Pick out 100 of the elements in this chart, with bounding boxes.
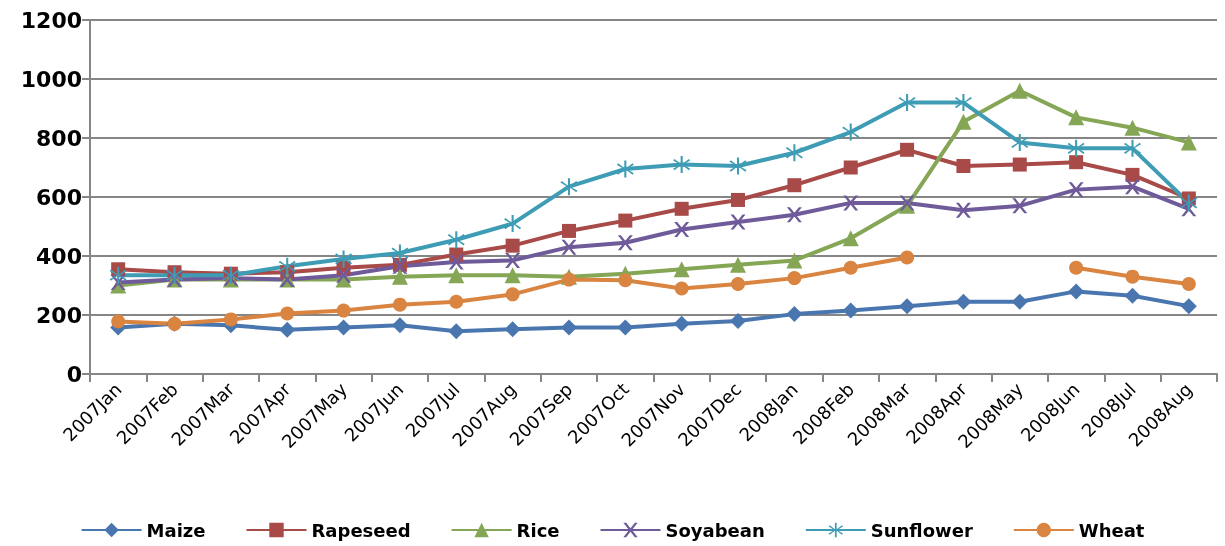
point bbox=[1181, 277, 1196, 292]
point bbox=[1069, 260, 1084, 275]
point bbox=[900, 250, 915, 265]
point bbox=[786, 252, 803, 269]
point bbox=[1125, 167, 1140, 182]
point bbox=[1124, 287, 1141, 304]
point bbox=[560, 178, 578, 196]
point bbox=[954, 94, 972, 112]
point bbox=[1180, 194, 1198, 212]
point bbox=[956, 159, 971, 174]
point bbox=[505, 252, 521, 268]
point bbox=[1123, 139, 1141, 157]
point bbox=[674, 281, 689, 296]
point bbox=[900, 142, 915, 157]
point bbox=[899, 298, 916, 315]
point bbox=[1180, 298, 1197, 315]
point bbox=[1068, 283, 1085, 300]
point bbox=[1068, 182, 1084, 198]
point bbox=[223, 312, 238, 327]
point bbox=[447, 231, 465, 249]
point bbox=[1067, 139, 1085, 157]
point bbox=[1011, 293, 1028, 310]
point bbox=[842, 230, 859, 247]
point bbox=[616, 160, 634, 178]
point bbox=[731, 277, 746, 292]
point bbox=[392, 297, 407, 312]
point bbox=[729, 157, 747, 175]
point bbox=[674, 221, 690, 237]
point bbox=[448, 267, 465, 284]
point bbox=[730, 214, 746, 230]
point bbox=[618, 273, 633, 288]
point bbox=[787, 271, 802, 286]
point bbox=[111, 314, 126, 329]
point bbox=[1069, 155, 1084, 170]
point bbox=[335, 319, 352, 336]
legend-label: Rapeseed bbox=[311, 519, 411, 541]
point bbox=[785, 144, 803, 162]
point bbox=[504, 321, 521, 338]
point bbox=[561, 272, 576, 287]
point bbox=[109, 266, 127, 284]
point bbox=[336, 303, 351, 318]
point bbox=[673, 261, 690, 278]
point bbox=[560, 319, 577, 336]
point bbox=[842, 302, 859, 319]
legend-label: Sunflower bbox=[870, 519, 973, 541]
point bbox=[1012, 198, 1028, 214]
point bbox=[1068, 109, 1085, 126]
point bbox=[955, 293, 972, 310]
point bbox=[336, 267, 352, 283]
point bbox=[674, 201, 689, 216]
point bbox=[391, 244, 409, 262]
point bbox=[1180, 134, 1197, 151]
point bbox=[617, 319, 634, 336]
point bbox=[617, 235, 633, 251]
point bbox=[561, 239, 577, 255]
point bbox=[787, 178, 802, 193]
point bbox=[1011, 133, 1029, 151]
legend-label: Maize bbox=[146, 519, 206, 541]
point bbox=[1125, 269, 1140, 284]
point bbox=[448, 323, 465, 340]
point bbox=[1124, 119, 1141, 136]
point bbox=[730, 312, 747, 329]
point bbox=[955, 113, 972, 130]
point bbox=[391, 317, 408, 334]
point bbox=[673, 156, 691, 174]
point bbox=[279, 321, 296, 338]
point bbox=[278, 257, 296, 275]
point bbox=[504, 267, 521, 284]
point bbox=[1012, 157, 1027, 172]
point bbox=[335, 250, 353, 268]
point bbox=[786, 306, 803, 323]
point bbox=[842, 123, 860, 141]
point bbox=[955, 202, 971, 218]
y-tick-label: 200 bbox=[36, 302, 82, 328]
y-tick-label: 600 bbox=[36, 184, 82, 210]
y-tick-label: 1000 bbox=[20, 66, 82, 92]
point bbox=[448, 254, 464, 270]
point bbox=[505, 287, 520, 302]
point bbox=[730, 256, 747, 273]
y-tick-label: 800 bbox=[36, 125, 82, 151]
point bbox=[1124, 179, 1140, 195]
point bbox=[618, 213, 633, 228]
y-tick-label: 0 bbox=[66, 361, 82, 387]
point bbox=[731, 192, 746, 207]
y-tick-label: 1200 bbox=[20, 7, 82, 33]
point bbox=[843, 195, 859, 211]
point bbox=[673, 315, 690, 332]
legend-label: Wheat bbox=[1078, 519, 1145, 541]
point bbox=[1011, 82, 1028, 99]
point bbox=[505, 238, 520, 253]
point bbox=[786, 207, 802, 223]
y-tick-label: 400 bbox=[36, 243, 82, 269]
legend-label: Rice bbox=[516, 519, 560, 541]
point bbox=[449, 294, 464, 309]
point bbox=[280, 306, 295, 321]
point bbox=[561, 223, 576, 238]
point bbox=[898, 94, 916, 112]
point bbox=[504, 215, 522, 233]
point bbox=[391, 268, 408, 285]
point bbox=[843, 160, 858, 175]
